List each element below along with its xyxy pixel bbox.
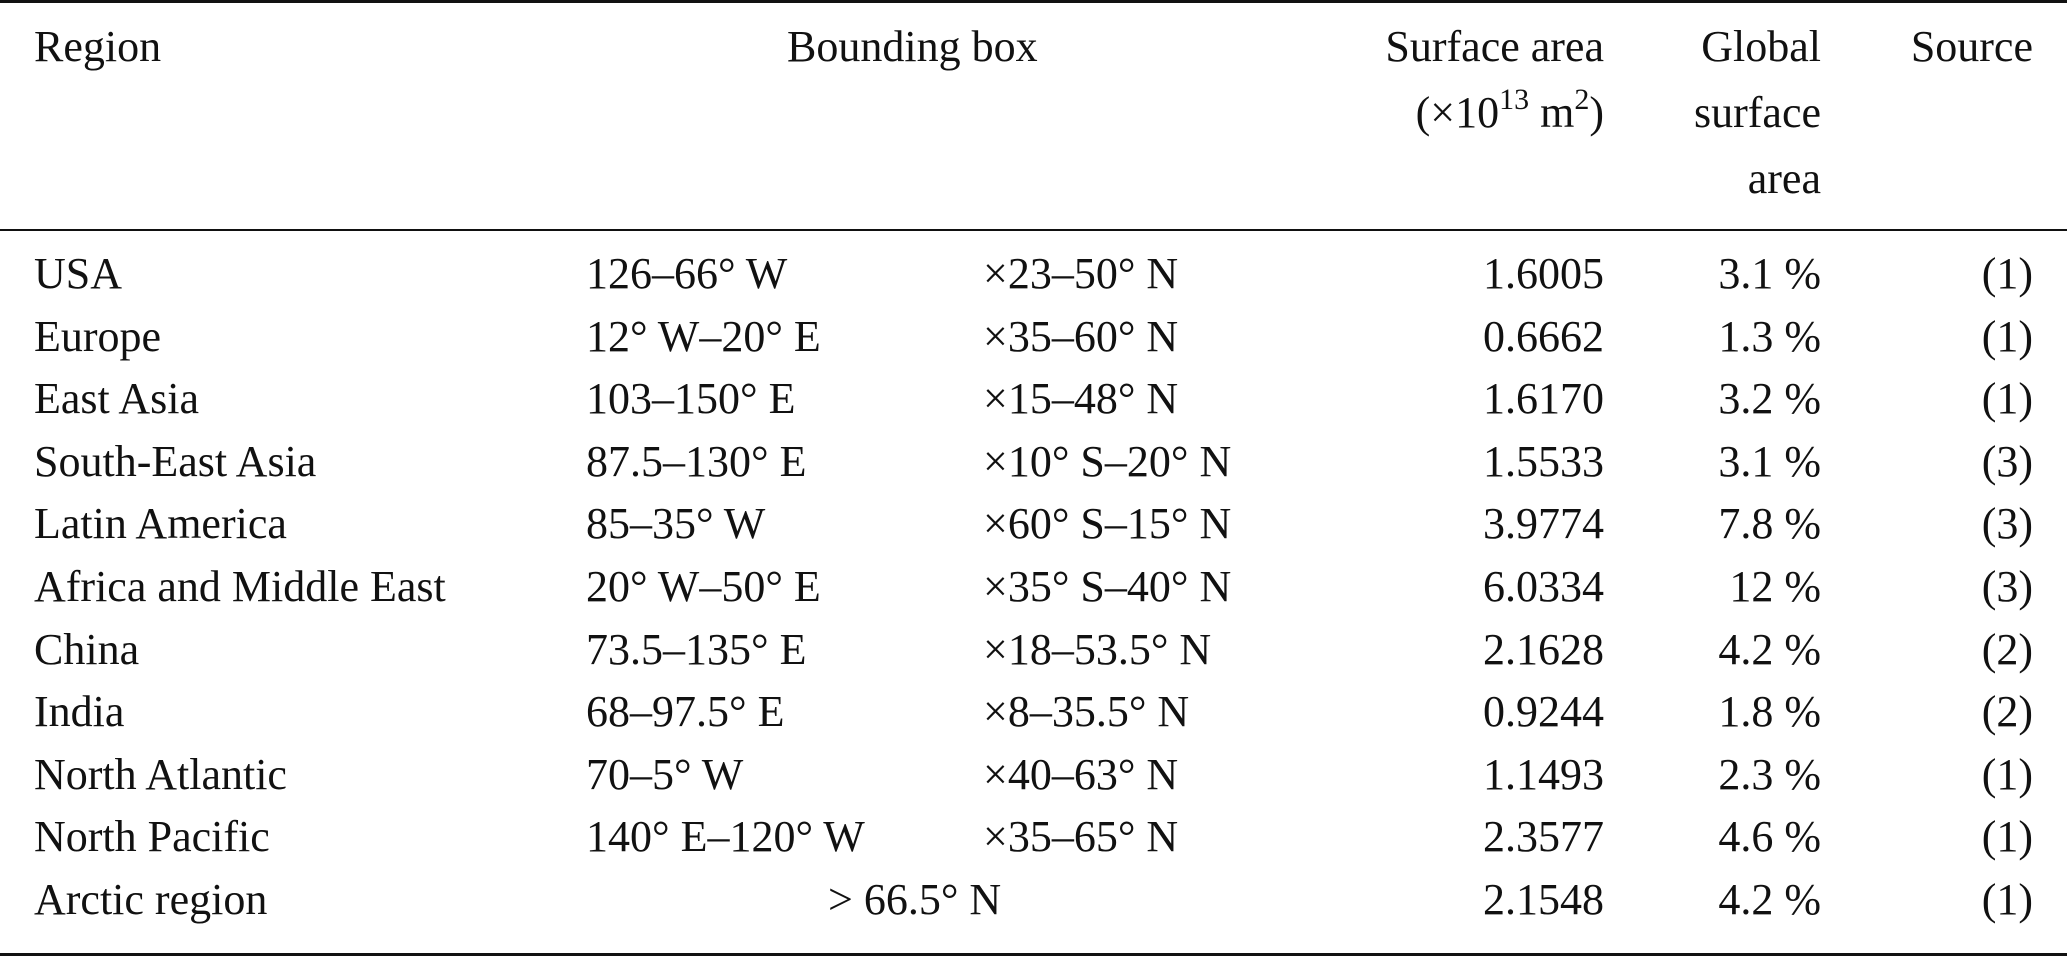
- cell-surface-area: 6.0334: [1483, 562, 1604, 611]
- cell-region: Europe: [34, 312, 162, 361]
- header-source: Source: [1910, 22, 2033, 71]
- cell-region: Africa and Middle East: [34, 562, 446, 611]
- cell-region: USA: [34, 249, 123, 298]
- cell-global-surface-area: 2.3 %: [1718, 750, 1821, 799]
- header-global-line2: surface: [1693, 88, 1821, 137]
- cell-bounding-box-lat: ×8–35.5° N: [983, 687, 1190, 736]
- cell-source: (1): [1981, 875, 2033, 924]
- cell-global-surface-area: 7.8 %: [1718, 499, 1821, 548]
- cell-surface-area: 2.1548: [1483, 875, 1604, 924]
- cell-source: (1): [1981, 374, 2033, 423]
- cell-surface-area: 1.6170: [1483, 374, 1604, 423]
- cell-bounding-box-lon: 103–150° E: [586, 374, 796, 423]
- cell-bounding-box-lon: 73.5–135° E: [586, 625, 807, 674]
- cell-global-surface-area: 4.6 %: [1718, 812, 1821, 861]
- cell-surface-area: 1.1493: [1483, 750, 1604, 799]
- cell-bounding-box-lon: 85–35° W: [586, 499, 766, 548]
- cell-global-surface-area: 3.1 %: [1718, 249, 1821, 298]
- cell-source: (1): [1981, 750, 2033, 799]
- cell-bounding-box-lon: 20° W–50° E: [586, 562, 821, 611]
- cell-bounding-box-lon: 70–5° W: [586, 750, 744, 799]
- header-global-surface-area: Global surface area: [1694, 14, 1821, 212]
- cell-bounding-box-lat: ×60° S–15° N: [983, 499, 1232, 548]
- cell-global-surface-area: 1.3 %: [1718, 312, 1821, 361]
- cell-region: India: [34, 687, 125, 736]
- header-rule: [0, 229, 2067, 231]
- cell-source: (2): [1981, 687, 2033, 736]
- cell-source: (2): [1981, 625, 2033, 674]
- cell-bounding-box-lat: ×23–50° N: [983, 249, 1179, 298]
- cell-source: (3): [1981, 499, 2033, 548]
- cell-region: North Pacific: [34, 812, 270, 861]
- cell-bounding-box-lat: ×18–53.5° N: [983, 625, 1212, 674]
- cell-source: (1): [1981, 312, 2033, 361]
- cell-global-surface-area: 4.2 %: [1718, 625, 1821, 674]
- cell-region: East Asia: [34, 374, 199, 423]
- cell-bounding-box-lat: ×35–60° N: [983, 312, 1179, 361]
- cell-source: (1): [1981, 249, 2033, 298]
- cell-bounding-box-lat: ×35–65° N: [983, 812, 1179, 861]
- header-surface-area-line2: (×1013 m2): [1415, 83, 1604, 137]
- header-global-line3: area: [1747, 154, 1821, 203]
- cell-bounding-box-lat: ×15–48° N: [983, 374, 1179, 423]
- top-rule: [0, 0, 2067, 3]
- header-surface-area-line1: Surface area: [1385, 22, 1604, 71]
- cell-surface-area: 1.5533: [1483, 437, 1604, 486]
- bottom-rule: [0, 953, 2067, 956]
- cell-global-surface-area: 3.2 %: [1718, 374, 1821, 423]
- cell-global-surface-area: 1.8 %: [1718, 687, 1821, 736]
- cell-bounding-box-lon: 87.5–130° E: [586, 437, 807, 486]
- header-surface-area: Surface area (×1013 m2): [1385, 14, 1604, 146]
- cell-bounding-box-lon: 12° W–20° E: [586, 312, 821, 361]
- cell-region: Arctic region: [34, 875, 268, 924]
- cell-surface-area: 2.1628: [1483, 625, 1604, 674]
- cell-bounding-box-lat: ×10° S–20° N: [983, 437, 1232, 486]
- cell-surface-area: 0.9244: [1483, 687, 1604, 736]
- cell-surface-area: 3.9774: [1483, 499, 1604, 548]
- cell-source: (1): [1981, 812, 2033, 861]
- cell-surface-area: 1.6005: [1483, 249, 1604, 298]
- cell-surface-area: 0.6662: [1483, 312, 1604, 361]
- cell-bounding-box-lat: ×40–63° N: [983, 750, 1179, 799]
- header-region: Region: [34, 22, 162, 71]
- cell-region: Latin America: [34, 499, 287, 548]
- cell-bounding-box-lat: ×35° S–40° N: [983, 562, 1232, 611]
- cell-source: (3): [1981, 562, 2033, 611]
- cell-region: China: [34, 625, 140, 674]
- cell-region: South-East Asia: [34, 437, 317, 486]
- cell-global-surface-area: 3.1 %: [1718, 437, 1821, 486]
- cell-bounding-box-lon: 126–66° W: [586, 249, 788, 298]
- cell-bounding-box-lon: 68–97.5° E: [586, 687, 785, 736]
- cell-global-surface-area: 12 %: [1729, 562, 1821, 611]
- cell-surface-area: 2.3577: [1483, 812, 1604, 861]
- cell-source: (3): [1981, 437, 2033, 486]
- header-bounding-box: Bounding box: [787, 22, 1038, 71]
- cell-bounding-box: > 66.5° N: [828, 875, 1002, 924]
- header-global-line1: Global: [1701, 22, 1821, 71]
- cell-global-surface-area: 4.2 %: [1718, 875, 1821, 924]
- cell-bounding-box-lon: 140° E–120° W: [586, 812, 865, 861]
- cell-region: North Atlantic: [34, 750, 287, 799]
